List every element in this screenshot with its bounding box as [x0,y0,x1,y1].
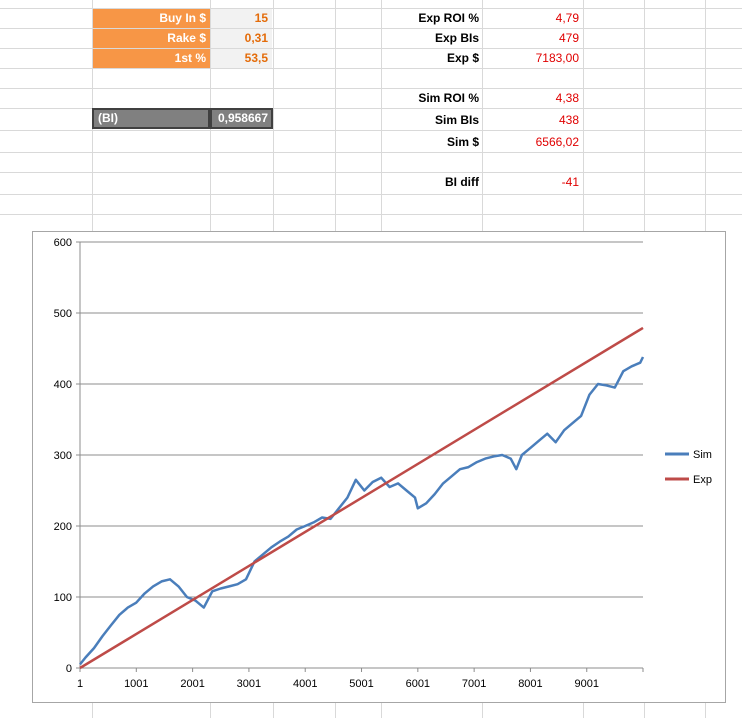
series-line-exp [79,326,644,670]
grid-row-line [0,152,742,153]
grid-row-line [0,172,742,173]
grid-row-line [0,8,742,9]
y-tick-label: 500 [54,308,72,320]
x-tick-label: 1001 [124,678,148,690]
grid-row-line [0,214,742,215]
exp-dollar-label[interactable]: Exp $ [446,51,479,65]
rake-label[interactable]: Rake $ [93,29,210,48]
y-tick-label: 0 [66,663,72,675]
grid-row-line [0,130,742,131]
bi-value[interactable]: 0,958667 [210,108,273,129]
y-tick-label: 100 [54,592,72,604]
grid-row-line [0,108,742,109]
bi-diff-value[interactable]: -41 [561,175,579,189]
x-tick-label: 4001 [293,678,317,690]
bi-label[interactable]: (BI) [92,108,210,129]
x-tick-label: 2001 [180,678,204,690]
y-tick-label: 200 [54,521,72,533]
x-tick-label: 9001 [575,678,599,690]
series-line-sim [79,356,645,666]
grid-row-line [0,48,742,49]
rake-value[interactable]: 0,31 [211,29,272,48]
bi-diff-label[interactable]: BI diff [445,175,479,189]
legend-label-sim: Sim [693,449,712,461]
x-tick-label: 1 [77,678,83,690]
grid-row-line [0,194,742,195]
y-tick-label: 300 [54,450,72,462]
sim-dollar-value[interactable]: 6566,02 [535,135,579,149]
x-tick-label: 5001 [349,678,373,690]
x-tick-label: 8001 [518,678,542,690]
legend-label-exp: Exp [693,474,712,486]
sim-roi-value[interactable]: 4,38 [555,91,579,105]
x-tick-label: 7001 [462,678,486,690]
x-tick-label: 6001 [406,678,430,690]
grid-row-line [0,88,742,89]
exp-roi-label[interactable]: Exp ROI % [418,11,479,25]
sim-roi-label[interactable]: Sim ROI % [418,91,479,105]
sim-dollar-label[interactable]: Sim $ [446,135,479,149]
grid-row-line [0,28,742,29]
exp-bis-value[interactable]: 479 [558,31,579,45]
sim-bis-label[interactable]: Sim BIs [434,113,479,127]
sim-bis-value[interactable]: 438 [558,113,579,127]
y-tick-label: 600 [54,237,72,249]
exp-dollar-value[interactable]: 7183,00 [535,51,579,65]
buy-in-label[interactable]: Buy In $ [93,9,210,28]
chart-container[interactable]: 0 100 200 300 400 500 600 1 1001 2001 3001 4001 5001… [32,231,726,703]
grid-row-line [0,68,742,69]
x-tick-label: 3001 [237,678,261,690]
exp-bis-label[interactable]: Exp BIs [434,31,479,45]
exp-roi-value[interactable]: 4,79 [555,11,579,25]
buy-in-value[interactable]: 15 [211,9,272,28]
y-tick-label: 400 [54,379,72,391]
first-pct-value[interactable]: 53,5 [211,49,272,68]
first-pct-label[interactable]: 1st % [93,49,210,68]
